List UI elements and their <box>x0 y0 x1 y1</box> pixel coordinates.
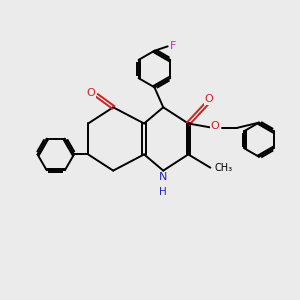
Text: N: N <box>159 172 167 182</box>
Text: O: O <box>205 94 213 104</box>
Text: H: H <box>159 187 167 197</box>
Text: O: O <box>86 88 95 98</box>
Text: O: O <box>210 122 219 131</box>
Text: F: F <box>169 41 176 51</box>
Text: CH₃: CH₃ <box>215 163 233 173</box>
